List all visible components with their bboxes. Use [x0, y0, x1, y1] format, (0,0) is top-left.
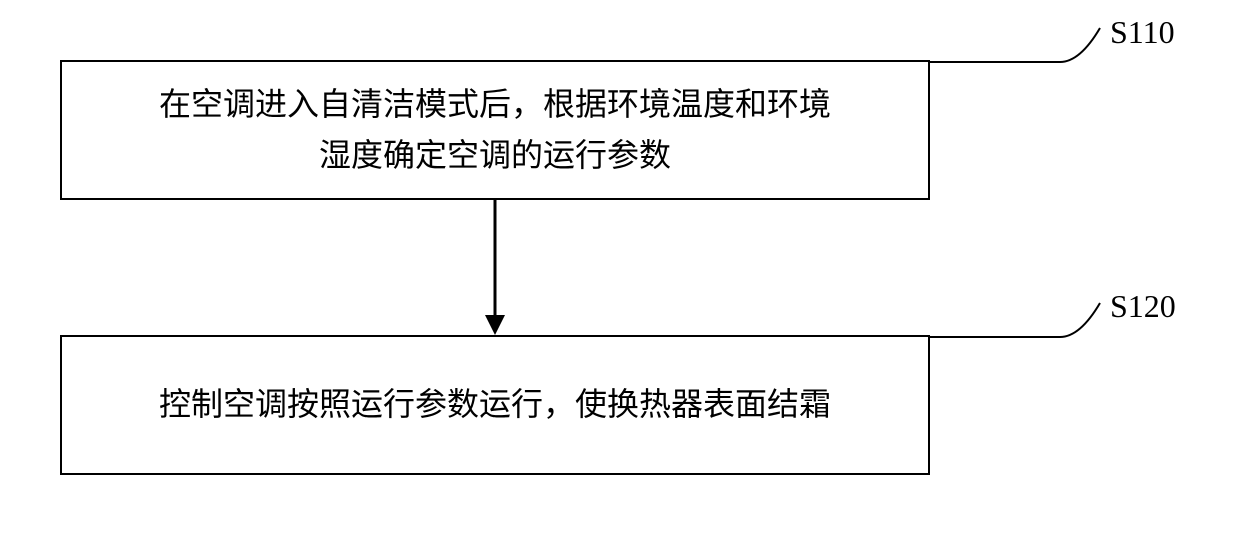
- step-s120-leader: [0, 0, 1240, 535]
- step-s120-label: S120: [1110, 288, 1176, 325]
- flowchart-canvas: 在空调进入自清洁模式后，根据环境温度和环境 湿度确定空调的运行参数 S110 控…: [0, 0, 1240, 535]
